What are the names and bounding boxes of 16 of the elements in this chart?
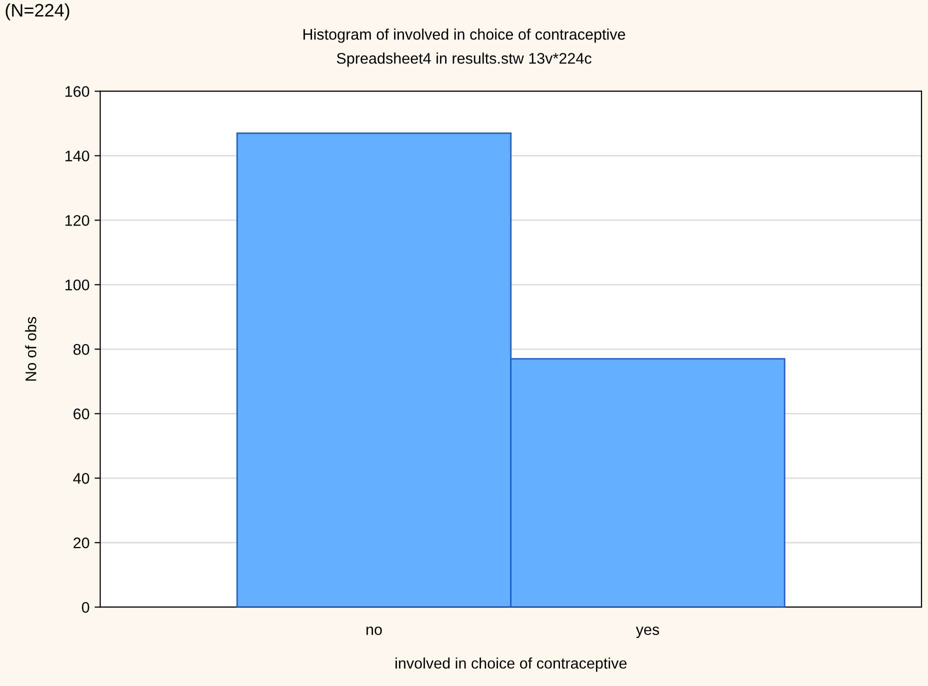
y-tick-label: 140 <box>65 150 90 162</box>
y-tick-label: 120 <box>65 215 90 226</box>
y-tick-label: 60 <box>74 408 90 420</box>
y-tick-label: 40 <box>73 473 90 484</box>
y-tick-label: 80 <box>73 344 90 355</box>
chart-subtitle: Spreadsheet4 in results.stw 13v*224c <box>336 52 592 67</box>
y-tick-label: 100 <box>65 280 90 290</box>
x-tick-label: no <box>366 626 382 635</box>
y-axis-title: No of obs <box>25 317 36 381</box>
y-tick-label: 0 <box>82 602 90 613</box>
y-tick-label: 160 <box>65 86 90 97</box>
chart-title: Histogram of involved in choice of contraceptive <box>303 28 626 43</box>
text: (N=224) <box>6 3 70 20</box>
x-axis-title: involved in choice of contraceptive <box>396 657 627 672</box>
y-tick-label: 20 <box>74 537 90 548</box>
x-tick-label: yes <box>636 626 660 638</box>
